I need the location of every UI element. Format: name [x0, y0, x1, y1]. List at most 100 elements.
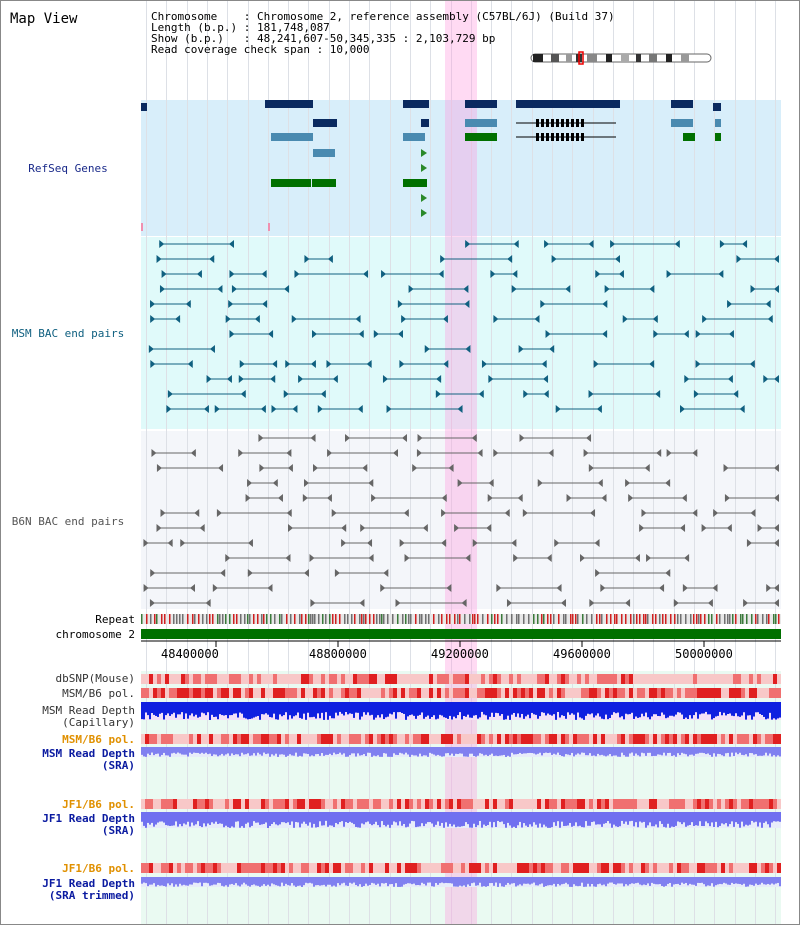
repeat-element[interactable] — [606, 614, 608, 624]
depth-bar[interactable] — [501, 877, 503, 887]
heat-cell[interactable] — [221, 688, 225, 698]
depth-bar[interactable] — [541, 702, 543, 713]
depth-bar[interactable] — [197, 812, 199, 822]
depth-bar[interactable] — [543, 747, 545, 754]
heat-cell[interactable] — [193, 688, 197, 698]
msm-bac-pair-end[interactable] — [217, 285, 223, 293]
depth-bar[interactable] — [161, 812, 163, 822]
b6n-bac-pair-end[interactable] — [773, 464, 779, 472]
depth-bar[interactable] — [181, 877, 183, 886]
depth-bar[interactable] — [639, 747, 641, 757]
depth-bar[interactable] — [521, 747, 523, 754]
depth-bar[interactable] — [383, 877, 385, 884]
heat-cell[interactable] — [289, 799, 293, 809]
depth-bar[interactable] — [593, 877, 595, 887]
heat-cell[interactable] — [261, 799, 265, 809]
depth-bar[interactable] — [141, 812, 143, 822]
depth-bar[interactable] — [163, 877, 165, 887]
depth-bar[interactable] — [543, 702, 545, 713]
depth-bar[interactable] — [381, 747, 383, 757]
heat-cell[interactable] — [457, 863, 461, 873]
heat-cell[interactable] — [661, 674, 665, 684]
depth-bar[interactable] — [701, 812, 703, 827]
depth-bar[interactable] — [643, 702, 645, 717]
b6n-bac-pair-end[interactable] — [628, 494, 634, 502]
heat-cell[interactable] — [173, 734, 177, 744]
heat-cell[interactable] — [745, 734, 749, 744]
depth-bar[interactable] — [395, 747, 397, 755]
msm-bac-pair-end[interactable] — [159, 285, 165, 293]
heat-cell[interactable] — [577, 674, 581, 684]
heat-cell[interactable] — [745, 863, 749, 873]
depth-bar[interactable] — [225, 702, 227, 716]
repeat-element[interactable] — [383, 614, 385, 624]
depth-bar[interactable] — [309, 702, 311, 718]
heat-cell[interactable] — [249, 734, 253, 744]
heat-cell[interactable] — [449, 863, 453, 873]
heat-cell[interactable] — [585, 688, 589, 698]
depth-bar[interactable] — [723, 747, 725, 757]
heat-cell[interactable] — [273, 799, 277, 809]
selection-highlight[interactable] — [445, 1, 477, 924]
heat-cell[interactable] — [181, 674, 185, 684]
repeat-element[interactable] — [156, 614, 158, 624]
heat-cell[interactable] — [169, 734, 173, 744]
heat-cell[interactable] — [309, 674, 313, 684]
depth-bar[interactable] — [399, 812, 401, 822]
refseq-gene[interactable] — [141, 103, 147, 111]
heat-cell[interactable] — [613, 799, 617, 809]
depth-bar[interactable] — [217, 702, 219, 720]
depth-bar[interactable] — [615, 747, 617, 756]
heat-cell[interactable] — [665, 799, 669, 809]
depth-bar[interactable] — [277, 702, 279, 720]
heat-cell[interactable] — [633, 734, 637, 744]
repeat-element[interactable] — [257, 614, 259, 624]
depth-bar[interactable] — [317, 702, 319, 714]
depth-bar[interactable] — [185, 877, 187, 886]
depth-bar[interactable] — [179, 747, 181, 754]
heat-cell[interactable] — [277, 688, 281, 698]
depth-bar[interactable] — [603, 747, 605, 756]
heat-cell[interactable] — [741, 734, 745, 744]
depth-bar[interactable] — [433, 747, 435, 755]
msm-bac-pair-end[interactable] — [317, 405, 323, 413]
heat-cell[interactable] — [437, 734, 441, 744]
refseq-gene[interactable] — [465, 133, 497, 141]
heat-cell[interactable] — [685, 734, 689, 744]
depth-bar[interactable] — [749, 812, 751, 825]
depth-bar[interactable] — [247, 702, 249, 720]
repeat-element[interactable] — [655, 614, 657, 624]
depth-bar[interactable] — [419, 702, 421, 715]
heat-cell[interactable] — [441, 674, 445, 684]
ideogram[interactable] — [530, 51, 712, 65]
heat-cell[interactable] — [733, 734, 737, 744]
depth-bar[interactable] — [233, 702, 235, 714]
heat-cell[interactable] — [677, 799, 681, 809]
depth-bar[interactable] — [195, 877, 197, 883]
depth-bar[interactable] — [707, 747, 709, 754]
heat-cell[interactable] — [165, 734, 169, 744]
msm-bac-pair-end[interactable] — [541, 360, 547, 368]
repeat-element[interactable] — [643, 614, 645, 624]
heat-cell[interactable] — [145, 688, 149, 698]
depth-bar[interactable] — [649, 812, 651, 823]
b6n-bac-pair-end[interactable] — [238, 449, 244, 457]
depth-bar[interactable] — [713, 702, 715, 719]
depth-bar[interactable] — [413, 812, 415, 822]
heat-cell[interactable] — [381, 674, 385, 684]
heat-cell[interactable] — [285, 734, 289, 744]
depth-bar[interactable] — [661, 812, 663, 824]
depth-bar[interactable] — [647, 877, 649, 884]
depth-bar[interactable] — [175, 812, 177, 822]
heat-cell[interactable] — [453, 674, 457, 684]
refseq-gene[interactable] — [403, 133, 425, 141]
heat-cell[interactable] — [765, 799, 769, 809]
heat-cell[interactable] — [425, 799, 429, 809]
msm-bac-pair-end[interactable] — [588, 240, 594, 248]
b6n-bac-pair-end[interactable] — [156, 464, 162, 472]
depth-bar[interactable] — [441, 877, 443, 883]
heat-cell[interactable] — [177, 734, 181, 744]
heat-cell[interactable] — [465, 863, 469, 873]
heat-cell[interactable] — [461, 674, 465, 684]
heat-cell[interactable] — [201, 799, 205, 809]
